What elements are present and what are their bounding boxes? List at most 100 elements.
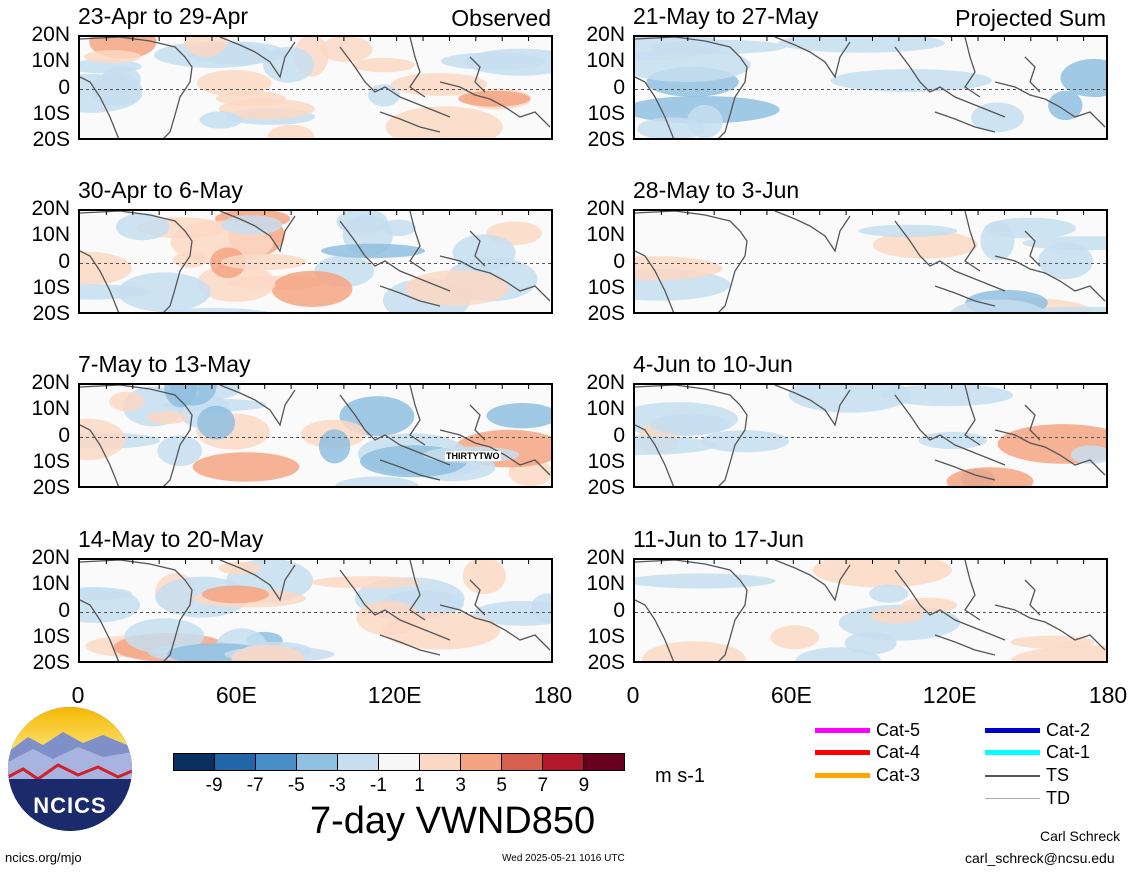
legend-label: Cat-1 — [1046, 742, 1091, 762]
lon-tick-label: 60E — [215, 682, 257, 708]
coastline — [339, 394, 451, 466]
coastline — [80, 599, 120, 661]
panel-title: 4-Jun to 10-Jun — [633, 351, 793, 377]
legend-label: Cat-5 — [876, 720, 921, 740]
lat-tick-label: 10S — [587, 624, 625, 648]
lat-tick-label: 20S — [32, 302, 70, 325]
coastline — [219, 385, 296, 427]
coastline — [439, 81, 551, 128]
coastline — [439, 255, 551, 302]
coastline — [409, 211, 426, 272]
lat-tick-label: 0 — [58, 75, 70, 99]
colorbar-tick-label: 5 — [496, 775, 508, 796]
coastline — [219, 37, 296, 79]
lat-tick-label: 20S — [587, 651, 625, 674]
ncics-logo: NCICS — [8, 707, 132, 831]
colorbar-tick-label: 1 — [414, 775, 425, 796]
coastline — [1024, 579, 1041, 616]
coastline — [894, 220, 1006, 292]
coastline — [774, 37, 851, 79]
lat-tick-label: 10N — [586, 49, 625, 73]
panel-title: 23-Apr to 29-Apr — [78, 3, 249, 29]
coastline — [994, 429, 1106, 476]
coastline — [934, 111, 996, 133]
coastline — [219, 211, 296, 253]
lat-tick-label: 0 — [613, 249, 625, 273]
coastline — [635, 560, 748, 661]
lat-tick-label: 10N — [586, 397, 625, 421]
coastline — [934, 285, 996, 307]
projected-map-panel — [633, 383, 1108, 488]
coastline — [1024, 404, 1041, 441]
coastline — [379, 634, 441, 656]
coastline — [964, 211, 981, 272]
coastline — [469, 404, 486, 441]
lat-tick-label: 10N — [31, 49, 70, 73]
colorbar-tick-label: 3 — [455, 775, 466, 796]
lat-tick-label: 20N — [31, 197, 70, 220]
panel-title: 21-May to 27-May — [633, 3, 819, 29]
coastline — [439, 604, 551, 651]
coastline — [774, 211, 851, 253]
lat-tick-label: 20N — [586, 23, 625, 46]
lon-tick-label: 120E — [922, 682, 977, 708]
coastline — [1024, 230, 1041, 267]
panel-title: 30-Apr to 6-May — [78, 177, 243, 203]
colorbar-tick-label: 9 — [578, 775, 590, 796]
footer-email[interactable]: carl_schreck@ncsu.edu — [965, 850, 1115, 866]
coastline — [379, 285, 441, 307]
lat-tick-label: 0 — [613, 598, 625, 622]
coastline — [994, 604, 1106, 651]
legend-label: TS — [1046, 765, 1070, 785]
lat-tick-label: 10N — [31, 572, 70, 596]
coastline — [964, 37, 981, 98]
lat-tick-label: 10S — [32, 624, 70, 648]
footer-timestamp: Wed 2025-05-21 1016 UTC — [502, 853, 625, 864]
coastline — [894, 569, 1006, 641]
lat-tick-label: 0 — [613, 423, 625, 447]
lat-tick-label: 10S — [32, 275, 70, 299]
lat-tick-label: 10N — [31, 397, 70, 421]
coastline — [469, 56, 486, 93]
legend-line — [985, 798, 1040, 799]
coastline — [339, 569, 451, 641]
observed-map-panel — [78, 35, 553, 140]
lat-tick-label: 20S — [32, 476, 70, 499]
lat-tick-label: 20S — [587, 128, 625, 151]
coastline — [635, 424, 675, 486]
lon-tick-label: 0 — [71, 682, 85, 708]
coastline — [80, 37, 193, 138]
coastline — [409, 37, 426, 98]
lon-tick-label: 120E — [367, 682, 422, 708]
lat-tick-label: 20S — [32, 128, 70, 151]
coastline — [934, 459, 996, 481]
footer-url[interactable]: ncics.org/mjo — [5, 850, 82, 865]
colorbar-swatch — [215, 754, 256, 770]
coastline — [994, 81, 1106, 128]
colorbar-units: m s-1 — [655, 765, 705, 787]
coastline — [1024, 56, 1041, 93]
coastline — [635, 250, 675, 312]
colorbar-tick-label: -3 — [328, 775, 346, 796]
lat-tick-label: 20N — [31, 23, 70, 46]
legend-line — [815, 773, 870, 778]
colorbar-swatch — [584, 754, 624, 770]
observed-map-panel: THIRTYTWO — [78, 383, 553, 488]
legend-item: TD — [985, 788, 1070, 809]
lat-tick-label: 10S — [32, 101, 70, 125]
coastline — [774, 560, 851, 602]
lat-tick-label: 0 — [613, 75, 625, 99]
logo-text: NCICS — [33, 793, 107, 818]
legend-line — [815, 728, 870, 733]
coastline — [80, 385, 193, 486]
panel-corner-label: Projected Sum — [955, 5, 1106, 31]
coastline — [80, 76, 120, 138]
coastline — [635, 37, 748, 138]
projected-map-panel — [633, 35, 1108, 140]
colorbar-tick-label: -5 — [287, 775, 305, 796]
legend-label: TD — [1046, 788, 1070, 808]
coastline — [379, 111, 441, 133]
lat-tick-label: 0 — [58, 598, 70, 622]
lon-tick-label: 180 — [1088, 682, 1128, 708]
colorbar-swatch — [420, 754, 461, 770]
